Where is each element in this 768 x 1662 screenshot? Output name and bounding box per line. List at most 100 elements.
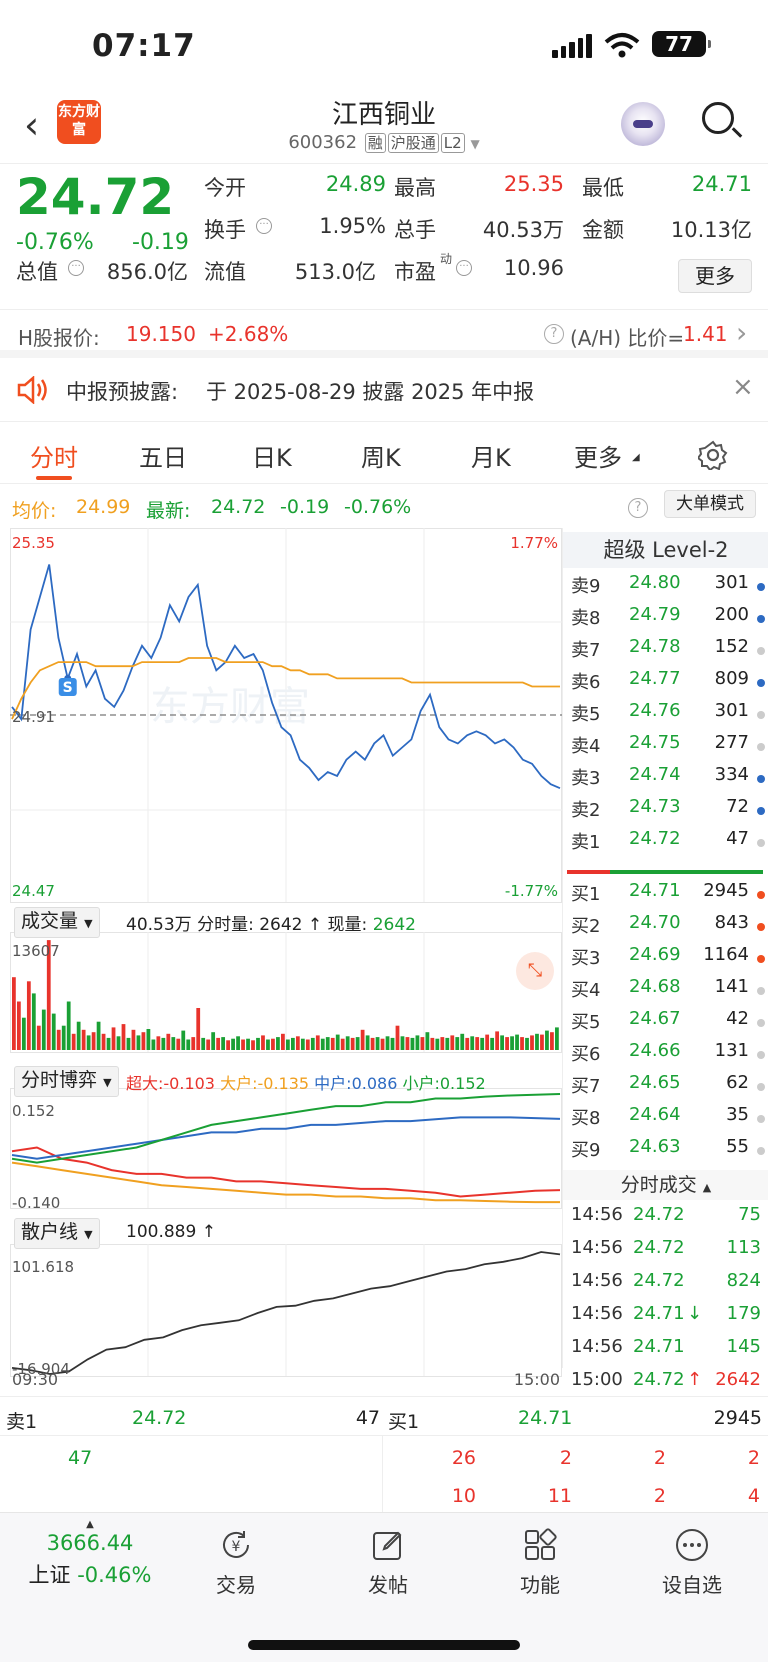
volume-bar — [186, 1039, 191, 1050]
bid-volume: 62 — [726, 1072, 749, 1093]
bid-queue-item: 2 — [653, 1485, 666, 1507]
tab-monthly-k[interactable]: 月K — [471, 444, 511, 472]
volume-bar — [281, 1033, 285, 1050]
h-share-price: 19.150 — [126, 322, 196, 346]
volume-bar — [310, 1037, 315, 1050]
info-dots-icon[interactable]: ··· — [68, 260, 84, 276]
volume-title: 成交量 — [21, 910, 79, 932]
tab-daily-k[interactable]: 日K — [252, 444, 292, 472]
tick-volume: 824 — [726, 1270, 761, 1291]
tab-add-watchlist-label: 设自选 — [662, 1573, 722, 1597]
current-volume-value: 2642 — [372, 915, 416, 935]
volume-bar — [300, 1038, 305, 1050]
stock-code-line[interactable]: 600362 融沪股通 L2 ▼ — [0, 132, 768, 153]
bid-queue-item: 2 — [559, 1447, 572, 1469]
flow-dropdown[interactable]: 分时博弈 ▼ — [14, 1066, 119, 1097]
tab-more[interactable]: 更多 — [574, 444, 622, 472]
watermark: 东方财富 — [150, 684, 310, 730]
ask-row[interactable]: 卖1 24.72 47 — [563, 828, 768, 860]
volume-info: 40.53万 分时量: 2642 ↑ 现量: 2642 — [126, 915, 416, 935]
pe-superscript: 动 — [440, 252, 453, 266]
ask-row[interactable]: 卖9 24.80 301 — [563, 572, 768, 604]
order-dot-icon — [757, 1147, 765, 1155]
ask-price: 24.77 — [629, 668, 681, 689]
bid-label: 买2 — [571, 916, 601, 937]
bid-row[interactable]: 买8 24.64 35 — [563, 1104, 768, 1136]
expand-icon[interactable]: ⤡ — [516, 952, 554, 990]
ask-row[interactable]: 卖5 24.76 301 — [563, 700, 768, 732]
wifi-icon — [604, 33, 640, 58]
queue-ask-vol: 47 — [355, 1407, 380, 1429]
order-dot-icon — [757, 1019, 765, 1027]
bid-row[interactable]: 买7 24.65 62 — [563, 1072, 768, 1104]
ticks-header[interactable]: 分时成交 ▲ — [563, 1170, 768, 1200]
volume-bar — [101, 1033, 106, 1050]
retail-dropdown[interactable]: 散户线 ▼ — [14, 1218, 100, 1249]
assistant-robot-icon[interactable] — [621, 102, 665, 146]
volume-bar — [490, 1037, 495, 1050]
divider — [0, 1435, 768, 1436]
h-share-row[interactable]: H股报价: 19.150 +2.68% ? (A/H) 比价= 1.41 › — [0, 310, 768, 358]
speaker-icon — [17, 376, 47, 404]
order-dot-icon — [757, 743, 765, 751]
big-order-mode-button[interactable]: 大单模式 — [664, 490, 756, 518]
bid-price: 24.71 — [629, 880, 681, 901]
help-icon[interactable]: ? — [544, 324, 564, 344]
tab-trade[interactable]: ¥ 交易 — [176, 1527, 296, 1598]
tab-functions[interactable]: 功能 — [480, 1527, 600, 1598]
x-axis-end: 15:00 — [514, 1370, 560, 1388]
tab-weekly-k[interactable]: 周K — [361, 444, 401, 472]
back-chevron-icon[interactable]: ‹ — [24, 103, 40, 147]
info-dots-icon[interactable]: ··· — [256, 218, 272, 234]
ask-row[interactable]: 卖3 24.74 334 — [563, 764, 768, 796]
field-label: 最高 — [394, 176, 436, 200]
help-icon[interactable]: ? — [628, 498, 648, 518]
bid-row[interactable]: 买9 24.63 55 — [563, 1136, 768, 1168]
tab-five-day[interactable]: 五日 — [139, 444, 187, 472]
bid-row[interactable]: 买2 24.70 843 — [563, 912, 768, 944]
settings-gear-icon[interactable] — [698, 440, 728, 470]
field-label: 金额 — [582, 218, 624, 242]
volume-dropdown[interactable]: 成交量 ▼ — [14, 907, 100, 938]
volume-bar — [430, 1037, 435, 1050]
ask-price: 24.79 — [629, 604, 681, 625]
volume-bar — [345, 1036, 350, 1050]
more-button[interactable]: 更多 — [678, 259, 752, 293]
chart-area[interactable]: 东方财富 S 25.35 1.77% 24.91 24.47 -1.77% 13… — [10, 528, 562, 1389]
volume-bar — [510, 1036, 514, 1050]
status-bar: 07:17 77 — [0, 0, 768, 88]
order-dot-icon — [757, 711, 765, 719]
info-dots-icon[interactable]: ··· — [456, 260, 472, 276]
ask-row[interactable]: 卖4 24.75 277 — [563, 732, 768, 764]
ask-row[interactable]: 卖8 24.79 200 — [563, 604, 768, 636]
notice-banner[interactable]: 中报预披露: 于 2025-08-29 披露 2025 年中报 × — [0, 358, 768, 422]
collapse-triangle-icon: ▲ — [702, 1181, 712, 1194]
volume-bar — [211, 1032, 216, 1050]
bid-row[interactable]: 买6 24.66 131 — [563, 1040, 768, 1072]
ask-row[interactable]: 卖2 24.73 72 — [563, 796, 768, 828]
search-icon[interactable] — [702, 102, 734, 134]
ask-volume: 277 — [714, 732, 749, 753]
bid-row[interactable]: 买3 24.69 1164 — [563, 944, 768, 976]
tab-post[interactable]: 发帖 — [328, 1527, 448, 1598]
bid-price: 24.63 — [629, 1136, 681, 1157]
bid-row[interactable]: 买5 24.67 42 — [563, 1008, 768, 1040]
bid-row[interactable]: 买4 24.68 141 — [563, 976, 768, 1008]
charts-svg[interactable]: 东方财富 S 25.35 1.77% 24.91 24.47 -1.77% 13… — [10, 528, 562, 1389]
bid-volume: 843 — [714, 912, 749, 933]
bid-queue-item: 26 — [451, 1447, 476, 1469]
ask-volume: 809 — [714, 668, 749, 689]
bid-row[interactable]: 买1 24.71 2945 — [563, 880, 768, 912]
ask-row[interactable]: 卖6 24.77 809 — [563, 668, 768, 700]
bid-volume: 42 — [726, 1008, 749, 1029]
volume-bar — [161, 1037, 166, 1050]
ask-row[interactable]: 卖7 24.78 152 — [563, 636, 768, 668]
bid-label: 买6 — [571, 1044, 601, 1065]
index-ticker[interactable]: ▲ 3666.44 上证 -0.46% — [20, 1519, 160, 1589]
tab-add-watchlist[interactable]: 设自选 — [632, 1527, 752, 1598]
tab-intraday[interactable]: 分时 — [30, 444, 78, 472]
volume-bar — [360, 1029, 365, 1050]
flow-legend: 超大:-0.103 大户:-0.135 中户:0.086 小户:0.152 — [126, 1070, 486, 1094]
volume-bar — [450, 1035, 455, 1050]
close-icon[interactable]: × — [732, 372, 754, 402]
